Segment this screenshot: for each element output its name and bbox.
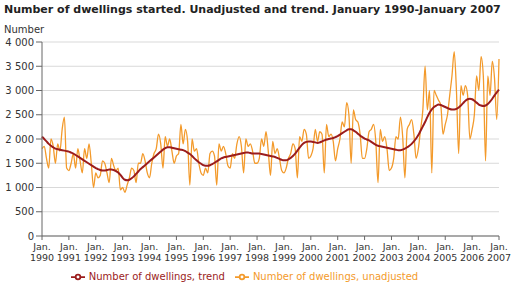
svg-text:4 000: 4 000: [8, 37, 34, 48]
svg-text:Jan.2004: Jan.2004: [406, 241, 430, 263]
svg-text:2 500: 2 500: [8, 109, 34, 120]
svg-text:Jan.1991: Jan.1991: [57, 241, 81, 263]
svg-text:Jan.1999: Jan.1999: [272, 241, 296, 263]
svg-text:3 000: 3 000: [8, 85, 34, 96]
svg-text:3 500: 3 500: [8, 61, 34, 72]
svg-text:Jan.1990: Jan.1990: [30, 241, 54, 263]
html-text:Number of dwellings, unadjuste: Number of dwellings, unadjusted: [252, 271, 419, 282]
svg-text:Jan.2000: Jan.2000: [299, 241, 323, 263]
svg-text:Jan.1997: Jan.1997: [218, 241, 242, 263]
svg-text:Jan.1995: Jan.1995: [164, 241, 188, 263]
svg-text:Jan.2005: Jan.2005: [433, 241, 457, 263]
html-text:Number of dwellings, trend: Number of dwellings, trend: [88, 271, 225, 282]
svg-text:Jan.1996: Jan.1996: [191, 241, 215, 263]
svg-text:Jan.2003: Jan.2003: [379, 241, 403, 263]
svg-text:500: 500: [15, 206, 34, 217]
svg-text:Jan.2007: Jan.2007: [487, 241, 503, 263]
svg-text:Jan.2002: Jan.2002: [352, 241, 376, 263]
html-text:Number of dwellings started. U: Number of dwellings started. Unadjusted …: [4, 3, 501, 16]
svg-text:Jan.2006: Jan.2006: [460, 241, 484, 263]
svg-text:Jan.1994: Jan.1994: [137, 241, 161, 263]
svg-text:Jan.1993: Jan.1993: [111, 241, 135, 263]
svg-text:Jan.1992: Jan.1992: [84, 241, 108, 263]
svg-text:Jan.1998: Jan.1998: [245, 241, 269, 263]
svg-text:0: 0: [28, 231, 34, 242]
html-text:Number: Number: [4, 24, 45, 35]
svg-text:2 000: 2 000: [8, 134, 34, 145]
svg-text:1 500: 1 500: [8, 158, 34, 169]
svg-text:Jan.2001: Jan.2001: [326, 241, 350, 263]
svg-text:1 000: 1 000: [8, 182, 34, 193]
